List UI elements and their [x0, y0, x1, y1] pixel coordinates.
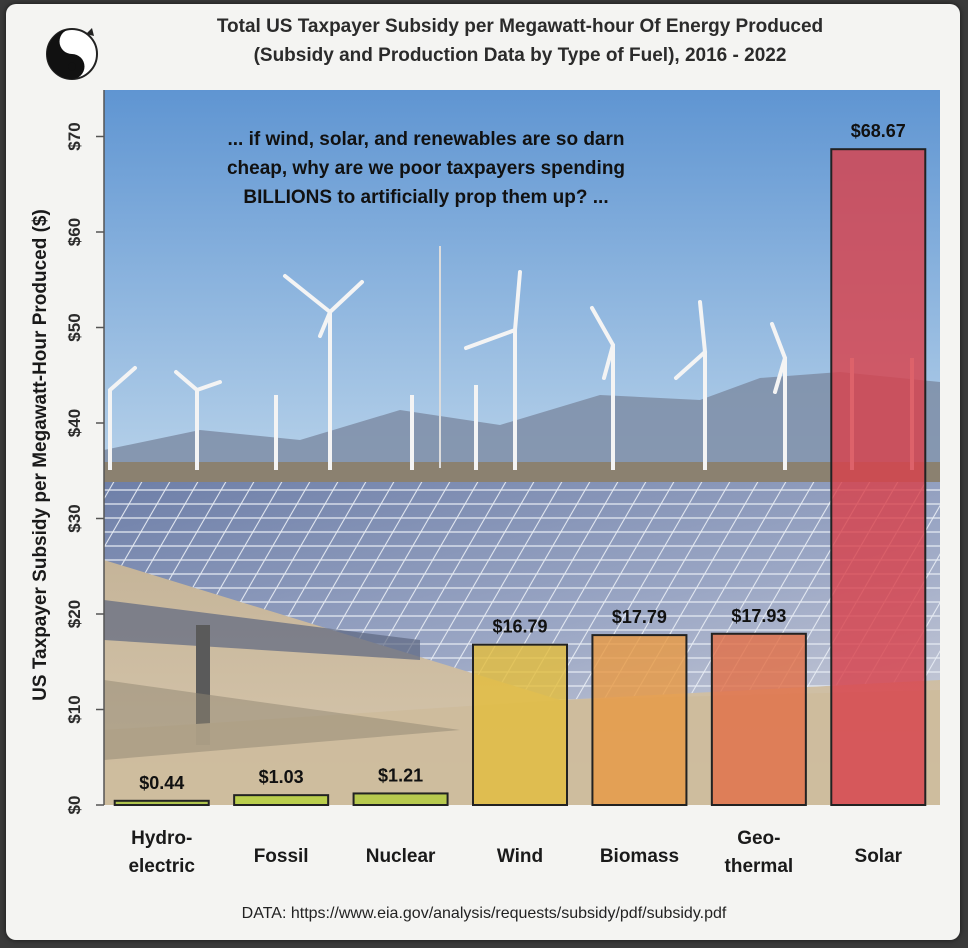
annotation-line: BILLIONS to artificially prop them up? .…: [243, 187, 608, 208]
y-axis-label: US Taxpayer Subsidy per Megawatt-Hour Pr…: [30, 209, 51, 701]
category-label: Solar: [855, 846, 903, 867]
y-tick-label: $50: [65, 313, 84, 341]
yin-yang-logo-icon: [46, 28, 98, 80]
category-label: Nuclear: [366, 846, 436, 867]
category-label: Fossil: [254, 846, 309, 867]
y-tick-label: $40: [65, 409, 84, 437]
category-label: Hydro-: [131, 828, 192, 849]
bar-value-label: $16.79: [492, 617, 547, 637]
title-line-2: (Subsidy and Production Data by Type of …: [253, 45, 787, 66]
bar-value-label: $0.44: [139, 773, 184, 793]
bar-value-label: $1.03: [259, 767, 304, 787]
annotation-line: cheap, why are we poor taxpayers spendin…: [227, 158, 625, 179]
bar: [352, 792, 449, 807]
category-label: Geo-: [737, 828, 780, 849]
y-tick-label: $10: [65, 695, 84, 723]
bar: [113, 799, 210, 806]
category-label: electric: [128, 856, 195, 877]
annotation-line: ... if wind, solar, and renewables are s…: [227, 129, 624, 150]
annotation-text: ... if wind, solar, and renewables are s…: [227, 129, 625, 208]
y-tick-label: $70: [65, 122, 84, 150]
bar: [233, 794, 330, 807]
title-line-1: Total US Taxpayer Subsidy per Megawatt-h…: [216, 16, 824, 37]
category-label: Wind: [497, 846, 543, 867]
bar-value-label: $17.79: [612, 607, 667, 627]
chart-title: Total US Taxpayer Subsidy per Megawatt-h…: [120, 12, 920, 70]
category-labels-group: Hydro-electric Fossil Nuclear Wind Biomass Ge…: [128, 828, 902, 877]
y-tick-label: $30: [65, 504, 84, 532]
y-tick-label: $20: [65, 600, 84, 628]
bars-group: [113, 148, 927, 807]
bar-value-label: $1.21: [378, 765, 423, 785]
bar: [710, 632, 807, 806]
value-labels-group: $0.44 $1.03 $1.21 $16.79 $17.79 $17.93 $68.67: [139, 121, 906, 793]
bar: [591, 634, 688, 807]
bar-value-label: $17.93: [731, 606, 786, 626]
y-tick-label: $60: [65, 218, 84, 246]
data-source-note: DATA: https://www.eia.gov/analysis/reque…: [241, 905, 727, 922]
bar: [830, 148, 927, 807]
y-tick-label: $0: [65, 796, 84, 815]
y-axis-ticks: $0 $10 $20 $30 $40 $50 $60 $70: [65, 122, 104, 814]
bar: [472, 643, 568, 807]
category-label: thermal: [725, 856, 794, 877]
bar-value-label: $68.67: [851, 121, 906, 141]
category-label: Biomass: [600, 846, 679, 867]
